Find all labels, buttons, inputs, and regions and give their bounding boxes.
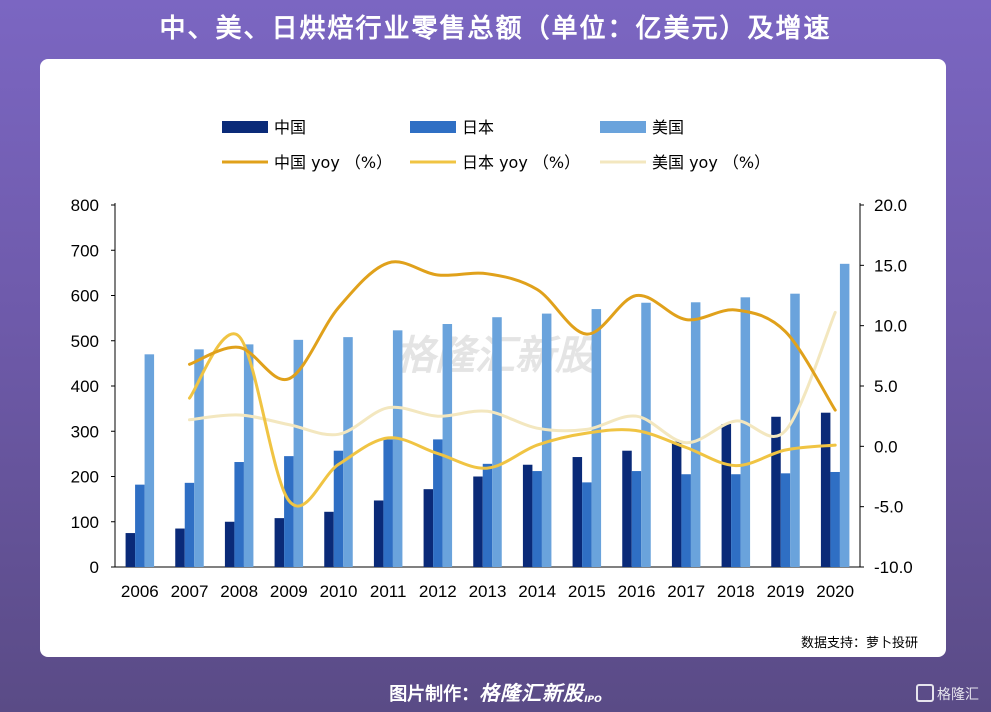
bar-us — [641, 302, 651, 567]
legend-swatch — [600, 121, 646, 133]
bar-china — [324, 511, 334, 567]
bar-japan — [135, 484, 145, 567]
bar-china — [820, 412, 831, 567]
x-tick-label: 2006 — [121, 582, 159, 601]
bar-japan — [234, 462, 244, 567]
logo-icon — [916, 684, 934, 702]
y-left-tick-label: 100 — [71, 513, 99, 532]
source-note: 数据支持：萝卜投研 — [801, 635, 918, 651]
bar-china — [274, 518, 285, 567]
x-tick-label: 2013 — [469, 582, 507, 601]
bar-china — [125, 533, 136, 567]
bar-china — [721, 424, 732, 567]
bar-us — [790, 293, 800, 567]
bar-china — [522, 464, 533, 567]
legend-label: 中国 yoy （%） — [274, 153, 392, 172]
bar-japan — [184, 482, 195, 567]
y-left-tick-label: 300 — [71, 422, 99, 441]
bar-china — [224, 521, 235, 567]
bar-japan — [482, 463, 493, 567]
bar-china — [671, 441, 682, 567]
footer-brand: 格隆汇新股 — [479, 681, 585, 705]
bar-china — [622, 450, 632, 567]
bar-us — [740, 297, 751, 567]
x-tick-label: 2018 — [717, 582, 755, 601]
bar-us — [442, 324, 453, 567]
y-left-tick-label: 700 — [71, 241, 99, 260]
x-tick-label: 2010 — [320, 582, 358, 601]
legend-swatch — [410, 121, 456, 133]
bar-japan — [830, 471, 840, 567]
y-right-tick-label: 10.0 — [874, 317, 907, 336]
bar-japan — [681, 474, 691, 567]
x-tick-label: 2008 — [220, 582, 258, 601]
legend-label: 日本 yoy （%） — [462, 153, 580, 172]
y-right-tick-label: -10.0 — [874, 558, 913, 577]
y-left-tick-label: 600 — [71, 287, 99, 306]
y-left-tick-label: 500 — [71, 332, 99, 351]
bar-us — [690, 302, 701, 567]
legend-label: 日本 — [462, 118, 494, 137]
y-left-tick-label: 0 — [90, 558, 99, 577]
bar-us — [492, 317, 502, 567]
bar-china — [373, 500, 384, 567]
x-tick-label: 2009 — [270, 582, 308, 601]
legend-label: 美国 — [652, 118, 684, 137]
y-right-tick-label: -5.0 — [874, 498, 903, 517]
bar-japan — [433, 439, 443, 567]
bar-japan — [582, 482, 592, 567]
footer-brand-suffix: IPO — [584, 695, 602, 705]
legend-label: 美国 yoy （%） — [652, 153, 770, 172]
y-left-tick-label: 800 — [71, 196, 99, 215]
bar-japan — [731, 474, 741, 567]
bar-japan — [780, 473, 791, 567]
x-tick-label: 2012 — [419, 582, 457, 601]
y-left-tick-label: 200 — [71, 468, 99, 487]
footer-credit: 图片制作：格隆汇新股IPO — [0, 677, 991, 706]
x-tick-label: 2014 — [518, 582, 556, 601]
bar-us — [243, 344, 254, 567]
x-tick-label: 2011 — [370, 582, 407, 601]
bar-china — [771, 416, 781, 567]
page-title: 中、美、日烘焙行业零售总额（单位：亿美元）及增速 — [159, 14, 832, 44]
footer-label: 图片制作： — [389, 684, 480, 705]
legend-label: 中国 — [274, 118, 306, 137]
x-tick-label: 2017 — [667, 582, 705, 601]
bar-japan — [333, 450, 344, 567]
y-left-tick-label: 400 — [71, 377, 99, 396]
bar-us — [541, 313, 552, 567]
chart-card: 格隆汇新股0100200300400500600700800-10.0-5.00… — [40, 59, 946, 657]
bar-japan — [284, 456, 294, 567]
bar-china — [423, 489, 434, 567]
line-china-yoy — [188, 260, 837, 412]
y-right-tick-label: 20.0 — [874, 196, 907, 215]
bar-japan — [383, 439, 393, 567]
bar-us — [591, 309, 602, 567]
legend-swatch — [222, 121, 268, 133]
bar-us — [392, 330, 403, 567]
bar-us — [144, 354, 155, 567]
bar-china — [175, 528, 185, 567]
y-right-tick-label: 5.0 — [874, 377, 898, 396]
chart: 格隆汇新股0100200300400500600700800-10.0-5.00… — [71, 118, 918, 651]
bar-us — [343, 337, 353, 567]
bar-japan — [631, 471, 642, 567]
x-tick-label: 2019 — [767, 582, 805, 601]
y-right-tick-label: 0.0 — [874, 437, 898, 456]
bar-china — [572, 457, 583, 567]
x-tick-label: 2007 — [171, 582, 209, 601]
line-us-yoy — [188, 310, 837, 445]
x-tick-label: 2015 — [568, 582, 606, 601]
bar-us — [293, 339, 304, 567]
x-tick-label: 2016 — [618, 582, 656, 601]
x-tick-label: 2020 — [816, 582, 854, 601]
bar-china — [473, 476, 483, 567]
bar-us — [839, 263, 850, 567]
line-japan-yoy — [188, 332, 837, 508]
bar-japan — [532, 471, 542, 567]
corner-watermark-text: 格隆汇 — [937, 687, 979, 703]
y-right-tick-label: 15.0 — [874, 256, 907, 275]
bar-us — [194, 349, 204, 567]
corner-watermark: 格隆汇 — [916, 684, 979, 704]
